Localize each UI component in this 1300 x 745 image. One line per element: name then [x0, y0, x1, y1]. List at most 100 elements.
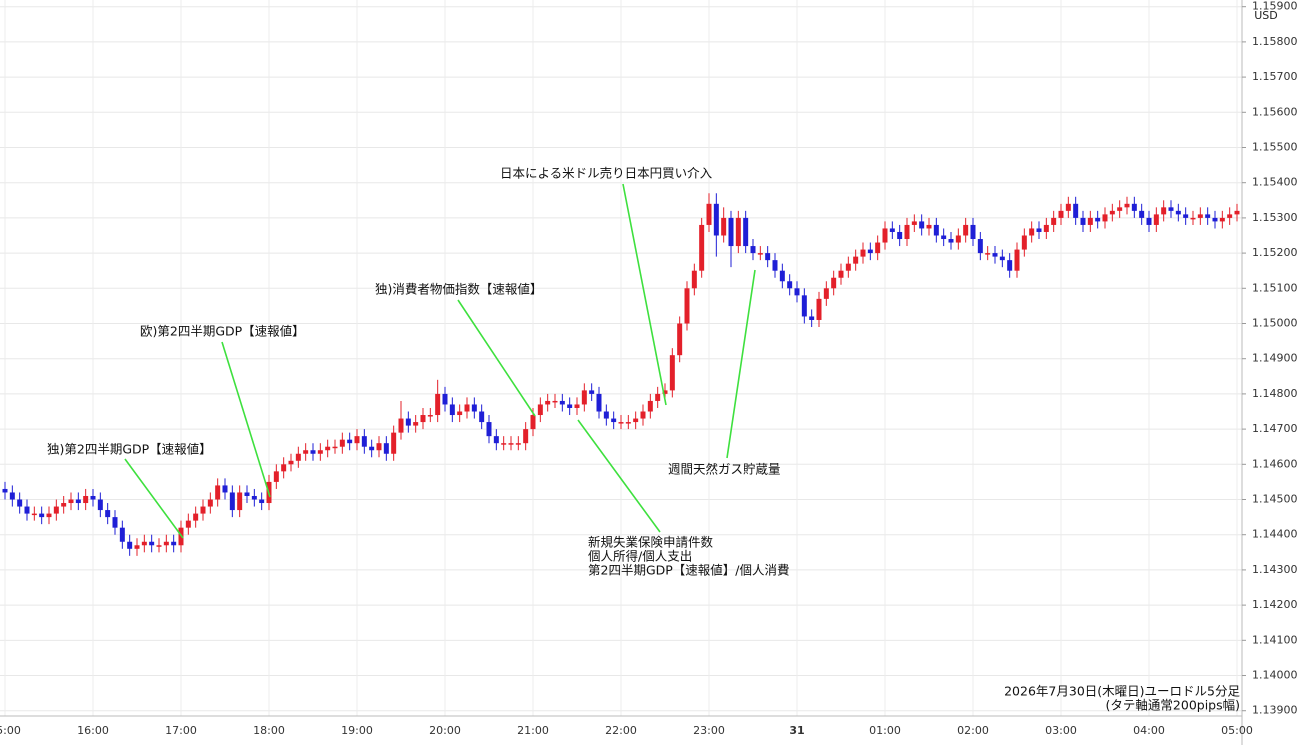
candle-body — [735, 217, 741, 247]
candle-body — [919, 221, 925, 229]
y-tick-label: 1.13900 — [1252, 704, 1298, 717]
candle-body — [171, 541, 177, 546]
candle-body — [1227, 214, 1233, 218]
candle-body — [68, 499, 74, 504]
candle-body — [332, 446, 338, 449]
candle-body — [339, 439, 345, 447]
candle-body — [750, 246, 756, 254]
candle-body — [860, 249, 866, 257]
y-tick-label: 1.15600 — [1252, 105, 1298, 118]
candle-body — [1131, 203, 1137, 211]
candle-body — [948, 239, 954, 243]
annotation: 独)第2四半期GDP【速報値】 — [47, 442, 212, 457]
candle-body — [493, 436, 499, 444]
candle-body — [779, 270, 785, 282]
candle-body — [310, 450, 316, 454]
x-tick-label: 19:00 — [341, 724, 373, 737]
candle-body — [83, 495, 89, 504]
candle-body — [1205, 214, 1211, 218]
candle-body — [442, 393, 448, 405]
candle-body — [134, 545, 140, 549]
candle-body — [31, 513, 37, 516]
candle-body — [119, 527, 125, 542]
candle-body — [1117, 207, 1123, 211]
caption: 2026年7月30日(木曜日)ユーロドル5分足 — [1004, 684, 1240, 699]
candles — [2, 193, 1240, 556]
candle-body — [941, 235, 947, 240]
x-tick-label: 01:00 — [869, 724, 901, 737]
currency-label: USD — [1254, 9, 1278, 22]
candle-body — [633, 418, 639, 423]
y-tick-label: 1.14800 — [1252, 387, 1298, 400]
candle-body — [655, 393, 661, 401]
candle-body — [1190, 217, 1196, 220]
leader-line — [124, 458, 184, 539]
candle-body — [926, 224, 932, 229]
y-tick-label: 1.15400 — [1252, 176, 1298, 189]
candle-body — [816, 298, 822, 320]
x-tick-label: 04:00 — [1133, 724, 1165, 737]
candle-body — [882, 228, 888, 243]
candle-body — [17, 499, 23, 507]
candle-body — [897, 231, 903, 240]
caption: (タテ軸通常200pips幅) — [1106, 698, 1240, 713]
y-tick-label: 1.14600 — [1252, 457, 1298, 470]
candle-body — [677, 323, 683, 356]
candle-body — [999, 256, 1005, 261]
leader-line — [221, 341, 271, 498]
y-tick-label: 1.15300 — [1252, 211, 1298, 224]
annotation: 日本による米ドル売り日本円買い介入 — [500, 166, 713, 181]
candle-body — [537, 404, 543, 416]
candle-body — [1021, 235, 1027, 250]
candle-body — [383, 443, 389, 454]
candle-body — [545, 400, 551, 405]
x-tick-label: 22:00 — [605, 724, 637, 737]
candle-body — [1065, 203, 1071, 211]
candle-body — [581, 390, 587, 405]
candle-body — [9, 492, 15, 500]
y-tick-label: 1.14700 — [1252, 422, 1298, 435]
candle-body — [552, 400, 558, 403]
candle-body — [222, 485, 228, 493]
candle-body — [369, 446, 375, 451]
x-tick-label: 23:00 — [693, 724, 725, 737]
x-tick-label: 17:00 — [165, 724, 197, 737]
candle-body — [53, 506, 59, 514]
leader-line — [457, 299, 536, 417]
candle-body — [838, 270, 844, 278]
annotation: 新規失業保険申請件数 — [588, 535, 714, 550]
candle-body — [449, 404, 455, 416]
candle-body — [699, 224, 705, 271]
candle-body — [713, 203, 719, 236]
candle-body — [845, 263, 851, 271]
candle-body — [46, 513, 52, 518]
leader-line — [577, 419, 661, 533]
candle-body — [347, 439, 353, 444]
candle-body — [801, 295, 807, 317]
candle-body — [963, 224, 969, 236]
candle-body — [647, 400, 653, 412]
candle-body — [1080, 217, 1086, 225]
y-tick-label: 1.14300 — [1252, 563, 1298, 576]
candle-body — [105, 510, 111, 518]
candle-body — [831, 277, 837, 289]
candle-body — [684, 288, 690, 324]
candle-body — [867, 249, 873, 254]
x-tick-label: 15:00 — [0, 724, 21, 737]
candle-body — [229, 492, 235, 511]
candle-body — [471, 404, 477, 412]
candle-body — [523, 429, 529, 444]
candle-body — [530, 415, 536, 430]
candle-body — [1212, 217, 1218, 222]
x-tick-label: 21:00 — [517, 724, 549, 737]
candle-body — [244, 492, 250, 496]
candle-body — [743, 217, 749, 247]
candle-body — [589, 390, 595, 394]
candle-body — [691, 270, 697, 289]
candle-body — [889, 228, 895, 232]
candle-body — [1095, 217, 1101, 222]
candle-body — [515, 443, 521, 445]
candle-body — [508, 443, 514, 445]
candle-body — [1234, 210, 1240, 215]
candle-body — [295, 453, 301, 461]
